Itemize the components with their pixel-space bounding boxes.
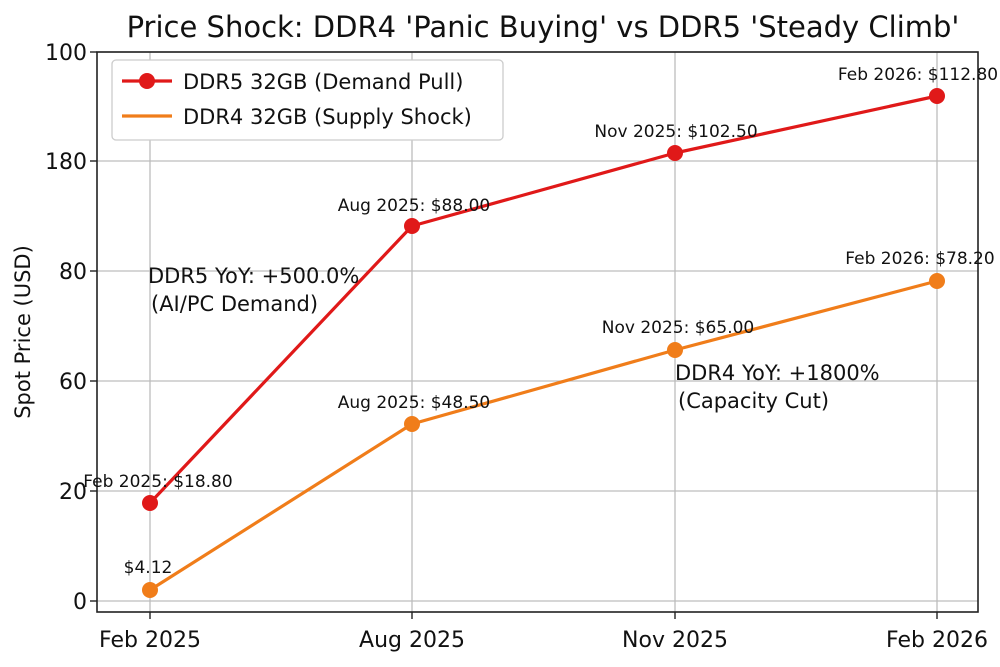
y-tick-label: 20 (59, 480, 87, 505)
y-tick-label: 180 (45, 150, 87, 175)
x-tick-label: Nov 2025 (622, 628, 728, 653)
ddr5-line (148, 94, 938, 505)
x-tick-label: Feb 2025 (99, 628, 201, 653)
ddr4-point-label: Aug 2025: $48.50 (338, 393, 490, 413)
ddr4-point-label: Feb 2026: $78.20 (845, 249, 994, 269)
x-tick-label: Aug 2025 (359, 628, 465, 653)
ddr5-point (929, 88, 945, 104)
x-axis-ticks: Feb 2025 Aug 2025 Nov 2025 Feb 2026 (99, 612, 988, 653)
ddr4-point (667, 342, 683, 358)
ddr4-yoy-annotation: (Capacity Cut) (678, 389, 829, 413)
plot-frame (96, 51, 979, 613)
y-tick-label: 100 (45, 41, 87, 66)
ddr5-point-label: Aug 2025: $88.00 (338, 196, 490, 216)
ddr4-point (142, 582, 158, 598)
y-tick-label: 0 (73, 590, 87, 615)
y-axis-label: Spot Price (USD) (11, 245, 35, 419)
chart-title: Price Shock: DDR4 'Panic Buying' vs DDR5… (127, 10, 960, 44)
ddr4-point (929, 273, 945, 289)
legend: DDR5 32GB (Demand Pull) DDR4 32GB (Supply… (111, 59, 504, 141)
ddr5-point-label: Feb 2025: $18.80 (83, 472, 232, 492)
y-tick-label: 60 (59, 370, 87, 395)
annotations: DDR5 YoY: +500.0% (AI/PC Demand) DDR4 YoY:… (148, 264, 880, 413)
legend-label-ddr4: DDR4 32GB (Supply Shock) (183, 105, 472, 129)
ddr5-yoy-annotation: (AI/PC Demand) (151, 292, 318, 316)
ddr5-point-label: Nov 2025: $102.50 (594, 122, 757, 142)
ddr5-yoy-annotation: DDR5 YoY: +500.0% (148, 264, 359, 288)
ddr4-yoy-annotation: DDR4 YoY: +1800% (675, 361, 880, 385)
series-layer (142, 88, 945, 598)
ddr4-point-label: Nov 2025: $65.00 (602, 318, 754, 338)
ddr4-point-label: $4.12 (124, 558, 173, 578)
ddr4-point (404, 416, 420, 432)
ddr5-point-label: Feb 2026: $112.80 (838, 65, 998, 85)
ddr5-point (404, 218, 420, 234)
legend-marker-ddr5 (139, 73, 155, 89)
data-labels: Feb 2025: $18.80 Aug 2025: $88.00 Nov 2025… (83, 65, 998, 578)
ddr5-point (142, 495, 158, 511)
ddr4-line (149, 279, 938, 592)
x-tick-label: Feb 2026 (886, 628, 988, 653)
legend-label-ddr5: DDR5 32GB (Demand Pull) (183, 70, 463, 94)
y-tick-label: 80 (59, 260, 87, 285)
legend-box (111, 59, 504, 141)
ddr5-point (667, 145, 683, 161)
y-axis-ticks: 0 20 60 80 180 100 (45, 41, 97, 615)
